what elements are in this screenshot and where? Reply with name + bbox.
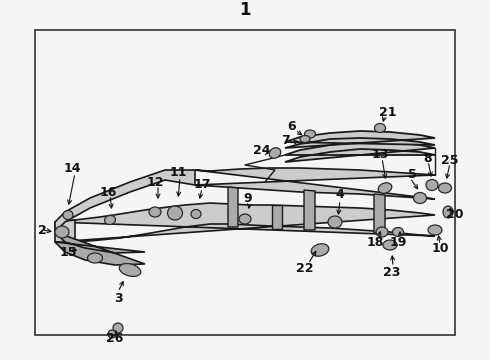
Polygon shape: [55, 220, 75, 242]
Polygon shape: [55, 232, 145, 265]
Ellipse shape: [439, 183, 451, 193]
Polygon shape: [304, 190, 315, 230]
Text: 19: 19: [390, 235, 407, 248]
Text: 9: 9: [244, 193, 252, 206]
Bar: [35, 30, 455, 335]
Text: 7: 7: [281, 134, 290, 147]
Text: 25: 25: [441, 153, 459, 166]
Text: 13: 13: [371, 148, 389, 161]
Text: 22: 22: [296, 261, 314, 274]
Ellipse shape: [414, 193, 426, 203]
Text: 2: 2: [38, 224, 47, 237]
Text: 18: 18: [367, 235, 384, 248]
Ellipse shape: [119, 264, 141, 276]
Ellipse shape: [104, 216, 116, 225]
Text: 16: 16: [99, 185, 117, 198]
Text: 21: 21: [379, 105, 397, 118]
Ellipse shape: [304, 130, 316, 138]
Ellipse shape: [383, 240, 397, 250]
Text: 23: 23: [383, 266, 401, 279]
Ellipse shape: [426, 180, 438, 190]
Ellipse shape: [191, 210, 201, 219]
Polygon shape: [272, 205, 282, 229]
Polygon shape: [374, 194, 385, 233]
Ellipse shape: [328, 216, 342, 228]
Text: 6: 6: [288, 120, 296, 132]
Text: 12: 12: [146, 175, 164, 189]
Ellipse shape: [149, 207, 161, 217]
Ellipse shape: [311, 244, 329, 256]
Text: 15: 15: [59, 246, 77, 258]
Ellipse shape: [168, 206, 182, 220]
Polygon shape: [285, 142, 435, 162]
Ellipse shape: [443, 206, 453, 218]
Text: 1: 1: [239, 1, 251, 19]
Ellipse shape: [108, 330, 116, 338]
Polygon shape: [285, 131, 435, 148]
Polygon shape: [55, 170, 195, 232]
Text: 20: 20: [446, 208, 464, 221]
Polygon shape: [55, 203, 435, 242]
Ellipse shape: [239, 214, 251, 224]
Text: 11: 11: [169, 166, 187, 179]
Ellipse shape: [88, 253, 102, 263]
Text: 24: 24: [253, 144, 271, 157]
Text: 10: 10: [431, 242, 449, 255]
Ellipse shape: [378, 183, 392, 193]
Ellipse shape: [300, 135, 310, 143]
Text: 5: 5: [408, 168, 416, 181]
Ellipse shape: [376, 227, 388, 237]
Text: 4: 4: [336, 188, 344, 201]
Text: 17: 17: [193, 179, 211, 192]
Ellipse shape: [269, 148, 281, 158]
Polygon shape: [228, 187, 238, 227]
Ellipse shape: [392, 228, 403, 237]
Text: 3: 3: [114, 292, 122, 305]
Polygon shape: [195, 168, 435, 199]
Ellipse shape: [374, 123, 386, 132]
Text: 8: 8: [424, 152, 432, 165]
Ellipse shape: [428, 225, 442, 235]
Text: 26: 26: [106, 332, 123, 345]
Ellipse shape: [113, 323, 123, 333]
Ellipse shape: [63, 211, 73, 220]
Ellipse shape: [55, 226, 69, 238]
Text: 14: 14: [63, 162, 81, 175]
